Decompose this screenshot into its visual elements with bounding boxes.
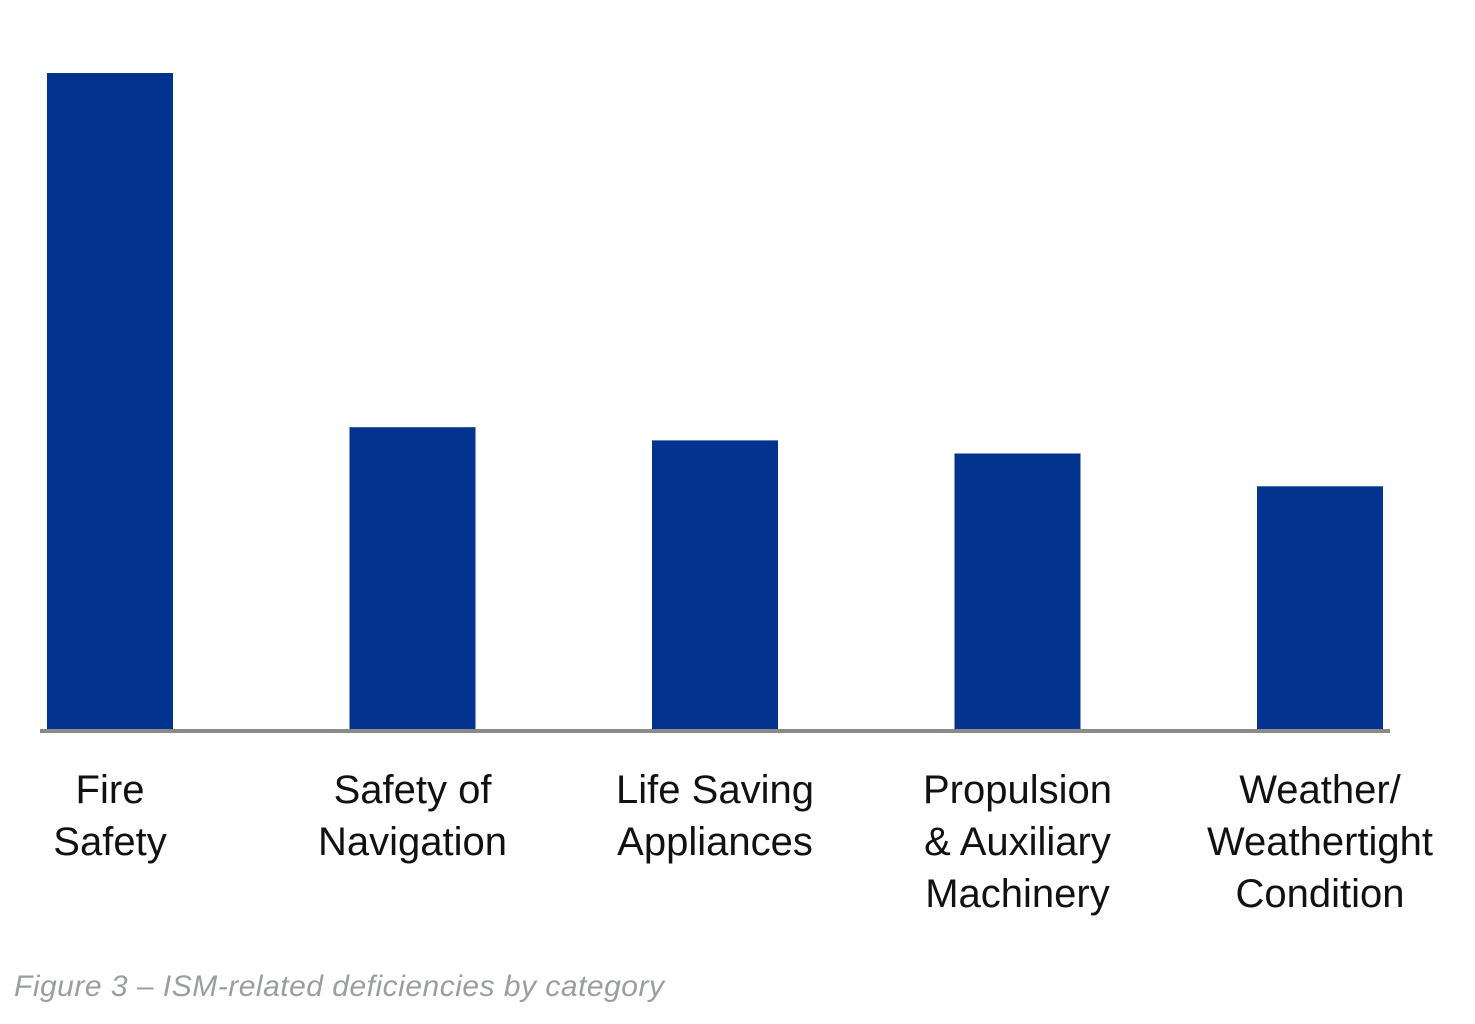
category-label-line: Machinery xyxy=(925,872,1110,916)
bar-3 xyxy=(652,440,778,729)
category-label-line: Weathertight xyxy=(1207,820,1433,864)
bar-5 xyxy=(1257,486,1383,729)
category-label-line: Fire xyxy=(76,768,145,812)
category-label-line: Life Saving xyxy=(616,768,814,812)
category-label-line: Safety xyxy=(53,820,166,864)
category-label-1: Fire Safety xyxy=(53,768,166,864)
bar-1 xyxy=(47,73,173,729)
bars-group xyxy=(47,73,1383,729)
bar-2 xyxy=(349,427,476,729)
bar-4 xyxy=(954,453,1081,729)
category-label-2: Safety of Navigation xyxy=(318,768,507,864)
category-label-5: Weather/Weathertight Condition xyxy=(1207,768,1433,916)
category-label-line: & Auxiliary xyxy=(924,820,1111,864)
category-label-line: Weather/ xyxy=(1239,768,1401,812)
figure-caption: Figure 3 – ISM-related deficiencies by c… xyxy=(14,970,665,1003)
bar-chart: Fire Safety Safety of Navigation Life Saving… xyxy=(40,73,1433,916)
category-label-4: Propulsion & Auxiliary Machinery xyxy=(923,768,1112,916)
category-labels-group: Fire Safety Safety of Navigation Life Saving… xyxy=(53,768,1433,916)
category-label-line: Navigation xyxy=(318,820,507,864)
category-label-line: Condition xyxy=(1235,872,1404,916)
category-label-line: Safety of xyxy=(334,768,493,812)
category-label-line: Propulsion xyxy=(923,768,1112,812)
category-label-line: Appliances xyxy=(617,820,813,864)
category-label-3: Life Saving Appliances xyxy=(616,768,814,864)
